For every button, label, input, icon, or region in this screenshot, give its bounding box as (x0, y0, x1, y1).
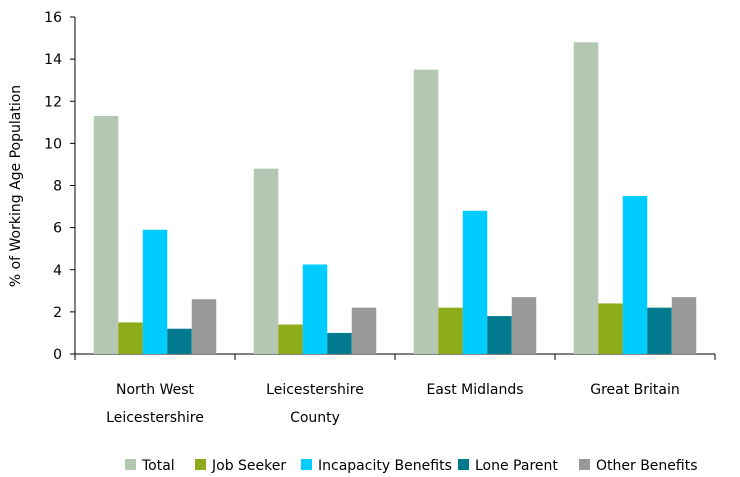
y-tick-label: 12 (44, 94, 62, 110)
legend-label: Job Seeker (211, 458, 286, 474)
bar-incapacity-benefits (622, 196, 648, 354)
legend-swatch (579, 459, 590, 470)
bar-lone-parent (647, 307, 672, 354)
legend-swatch (195, 459, 206, 470)
category-label: Leicestershire (266, 382, 364, 398)
bar-total (413, 69, 439, 354)
y-tick-label: 14 (44, 52, 62, 68)
legend-swatch (301, 459, 312, 470)
bar-job-seeker (118, 322, 143, 354)
category-labels: North West Leicestershire Leicestershire Co… (106, 382, 680, 426)
bar-lone-parent (487, 316, 512, 354)
category-label: Leicestershire (106, 410, 204, 426)
legend-label: Lone Parent (475, 458, 558, 474)
bar-lone-parent (167, 328, 192, 354)
category-label: County (290, 410, 340, 426)
bar-lone-parent (327, 332, 352, 354)
y-tick-label: 4 (53, 263, 62, 279)
y-axis-title: % of Working Age Population (8, 85, 24, 287)
category-label: East Midlands (426, 382, 523, 398)
bar-other-benefits (191, 299, 217, 354)
y-tick-label: 10 (44, 136, 62, 152)
bar-other-benefits (671, 297, 697, 354)
bar-total (573, 42, 599, 355)
y-tick-label: 16 (44, 10, 62, 26)
y-tick-label: 0 (53, 347, 62, 363)
bar-job-seeker (278, 324, 303, 354)
bar-total (253, 168, 279, 354)
bar-other-benefits (351, 307, 377, 354)
legend-swatch (125, 459, 136, 470)
y-tick-label: 8 (53, 179, 62, 195)
y-tick-label: 2 (53, 305, 62, 321)
bars (93, 42, 697, 355)
legend-label: Other Benefits (596, 458, 698, 474)
category-label: North West (116, 382, 195, 398)
y-axis: 0 2 4 6 8 10 12 14 16 (44, 10, 76, 363)
x-axis (74, 353, 716, 360)
bar-incapacity-benefits (302, 264, 328, 354)
bar-total (93, 115, 119, 355)
bar-job-seeker (438, 307, 463, 354)
category-label: Great Britain (590, 382, 680, 398)
bar-incapacity-benefits (142, 229, 168, 354)
legend-label: Incapacity Benefits (318, 458, 452, 474)
legend-swatch (458, 459, 469, 470)
legend: Total Job Seeker Incapacity Benefits Lone P… (125, 458, 698, 474)
y-tick-label: 6 (53, 221, 62, 237)
bar-other-benefits (511, 297, 537, 354)
bar-incapacity-benefits (462, 210, 488, 354)
bar-job-seeker (598, 303, 623, 354)
legend-label: Total (141, 458, 175, 474)
